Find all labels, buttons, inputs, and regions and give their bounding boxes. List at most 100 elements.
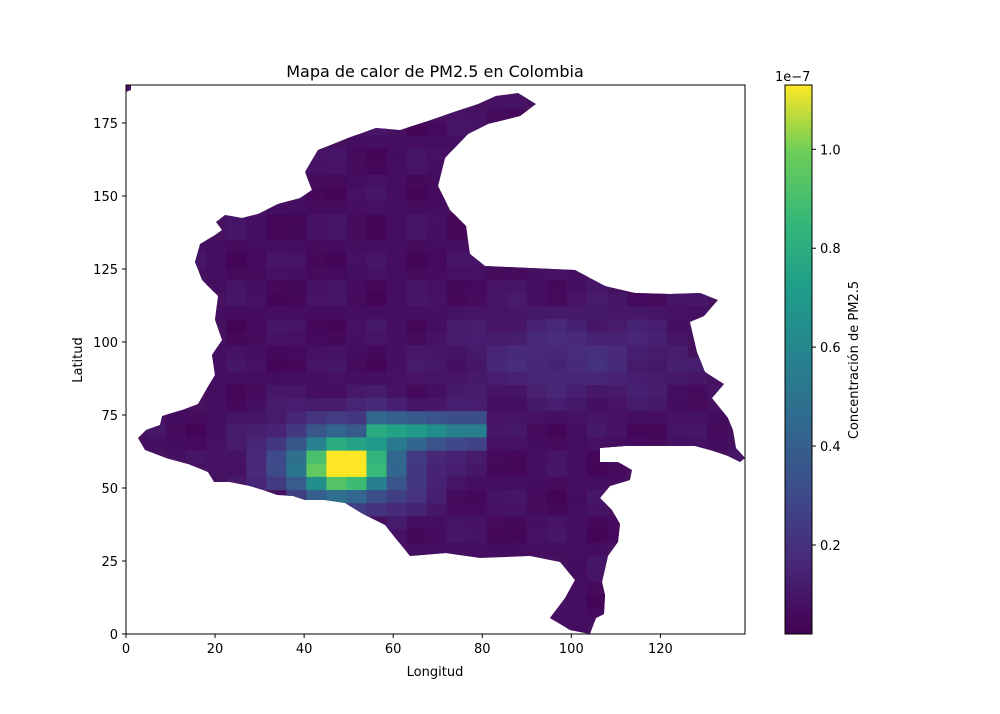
heatmap-cell: [346, 239, 368, 254]
heatmap-cell: [346, 134, 368, 149]
heatmap-cell: [526, 279, 548, 293]
heatmap-cell: [466, 279, 488, 293]
heatmap-cell: [366, 463, 388, 477]
heatmap-cell: [586, 542, 608, 556]
heatmap-cell: [406, 266, 428, 280]
heatmap-cell: [486, 489, 508, 504]
heatmap-cell: [386, 213, 408, 228]
heatmap-cell: [386, 160, 408, 175]
heatmap-cell: [466, 384, 488, 399]
heatmap-cell: [406, 174, 428, 188]
heatmap-cell: [166, 436, 187, 451]
heatmap-cell: [566, 292, 588, 307]
y-tick-label: 50: [101, 482, 118, 497]
heatmap-cell: [687, 410, 708, 425]
heatmap-cell: [306, 292, 327, 307]
heatmap-cell: [466, 489, 488, 504]
y-tick-label: 25: [101, 555, 118, 570]
heatmap-cell: [326, 463, 348, 477]
heatmap-cell: [386, 436, 408, 451]
heatmap-cell: [226, 292, 247, 307]
heatmap-cell: [326, 331, 348, 346]
heatmap-cell: [466, 515, 488, 530]
colorbar-tick-label: 0.4: [820, 440, 841, 455]
heatmap-cell: [566, 397, 588, 412]
heatmap-cell: [506, 489, 528, 504]
heatmap-cell: [486, 397, 508, 412]
heatmap-cell: [366, 226, 388, 241]
heatmap-cell: [326, 226, 348, 241]
heatmap-cell: [566, 581, 588, 596]
x-tick-label: 40: [296, 642, 313, 657]
heatmap-cell: [366, 200, 388, 215]
x-tick-label: 120: [648, 642, 673, 657]
heatmap-cell: [266, 226, 287, 241]
heatmap-cell: [206, 266, 227, 280]
heatmap-cell: [426, 134, 448, 149]
heatmap-cell: [346, 436, 368, 451]
heatmap-cell: [366, 502, 388, 517]
heatmap-map: [126, 85, 745, 634]
heatmap-cell: [466, 436, 488, 451]
heatmap-cell: [146, 436, 167, 451]
heatmap-cell: [306, 371, 327, 385]
heatmap-cell: [566, 358, 588, 372]
heatmap-cell: [406, 279, 428, 293]
heatmap-cell: [286, 450, 307, 464]
heatmap-cell: [146, 423, 167, 438]
heatmap-cell: [667, 384, 688, 399]
heatmap-cell: [586, 305, 608, 320]
heatmap-cell: [546, 292, 568, 307]
heatmap-cell: [186, 423, 207, 438]
heatmap-cell: [386, 358, 408, 372]
heatmap-cell: [546, 318, 568, 333]
heatmap-cell: [346, 463, 368, 477]
heatmap-cell: [546, 528, 568, 543]
heatmap-cell: [486, 476, 508, 491]
heatmap-cell: [386, 489, 408, 504]
heatmap-cell: [266, 305, 287, 320]
heatmap-cell: [626, 318, 648, 333]
heatmap-cell: [246, 358, 267, 372]
heatmap-cell: [366, 252, 388, 267]
heatmap-cell: [526, 384, 548, 399]
heatmap-cell: [206, 397, 227, 412]
y-tick-label: 150: [93, 190, 118, 205]
heatmap-cell: [566, 620, 588, 634]
heatmap-cell: [446, 384, 468, 399]
heatmap-cell: [206, 252, 227, 267]
heatmap-cell: [566, 279, 588, 293]
heatmap-cell: [346, 213, 368, 228]
heatmap-cell: [446, 463, 468, 477]
heatmap-cell: [426, 384, 448, 399]
heatmap-cell: [286, 397, 307, 412]
heatmap-cell: [186, 450, 207, 464]
heatmap-cell: [446, 358, 468, 372]
heatmap-cell: [566, 371, 588, 385]
heatmap-cell: [306, 160, 327, 175]
heatmap-cell: [426, 542, 448, 556]
heatmap-cell: [506, 344, 528, 359]
heatmap-cell: [687, 384, 708, 399]
heatmap-cell: [566, 502, 588, 517]
heatmap-cell: [346, 423, 368, 438]
heatmap-cell: [526, 542, 548, 556]
heatmap-cell: [226, 344, 247, 359]
heatmap-cell: [266, 266, 287, 280]
heatmap-cell: [546, 450, 568, 464]
heatmap-cell: [306, 423, 327, 438]
heatmap-cell: [446, 305, 468, 320]
heatmap-cell: [206, 305, 227, 320]
heatmap-cell: [667, 292, 688, 307]
heatmap-cell: [606, 358, 628, 372]
heatmap-cell: [206, 463, 227, 477]
heatmap-cell: [386, 226, 408, 241]
heatmap-cell: [426, 279, 448, 293]
heatmap-cell: [406, 384, 428, 399]
heatmap-cell: [206, 239, 227, 254]
colorbar-label: Concentración de PM2.5: [847, 281, 862, 439]
heatmap-cell: [466, 121, 488, 136]
heatmap-cell: [426, 318, 448, 333]
heatmap-cell: [406, 213, 428, 228]
heatmap-cell: [566, 476, 588, 491]
